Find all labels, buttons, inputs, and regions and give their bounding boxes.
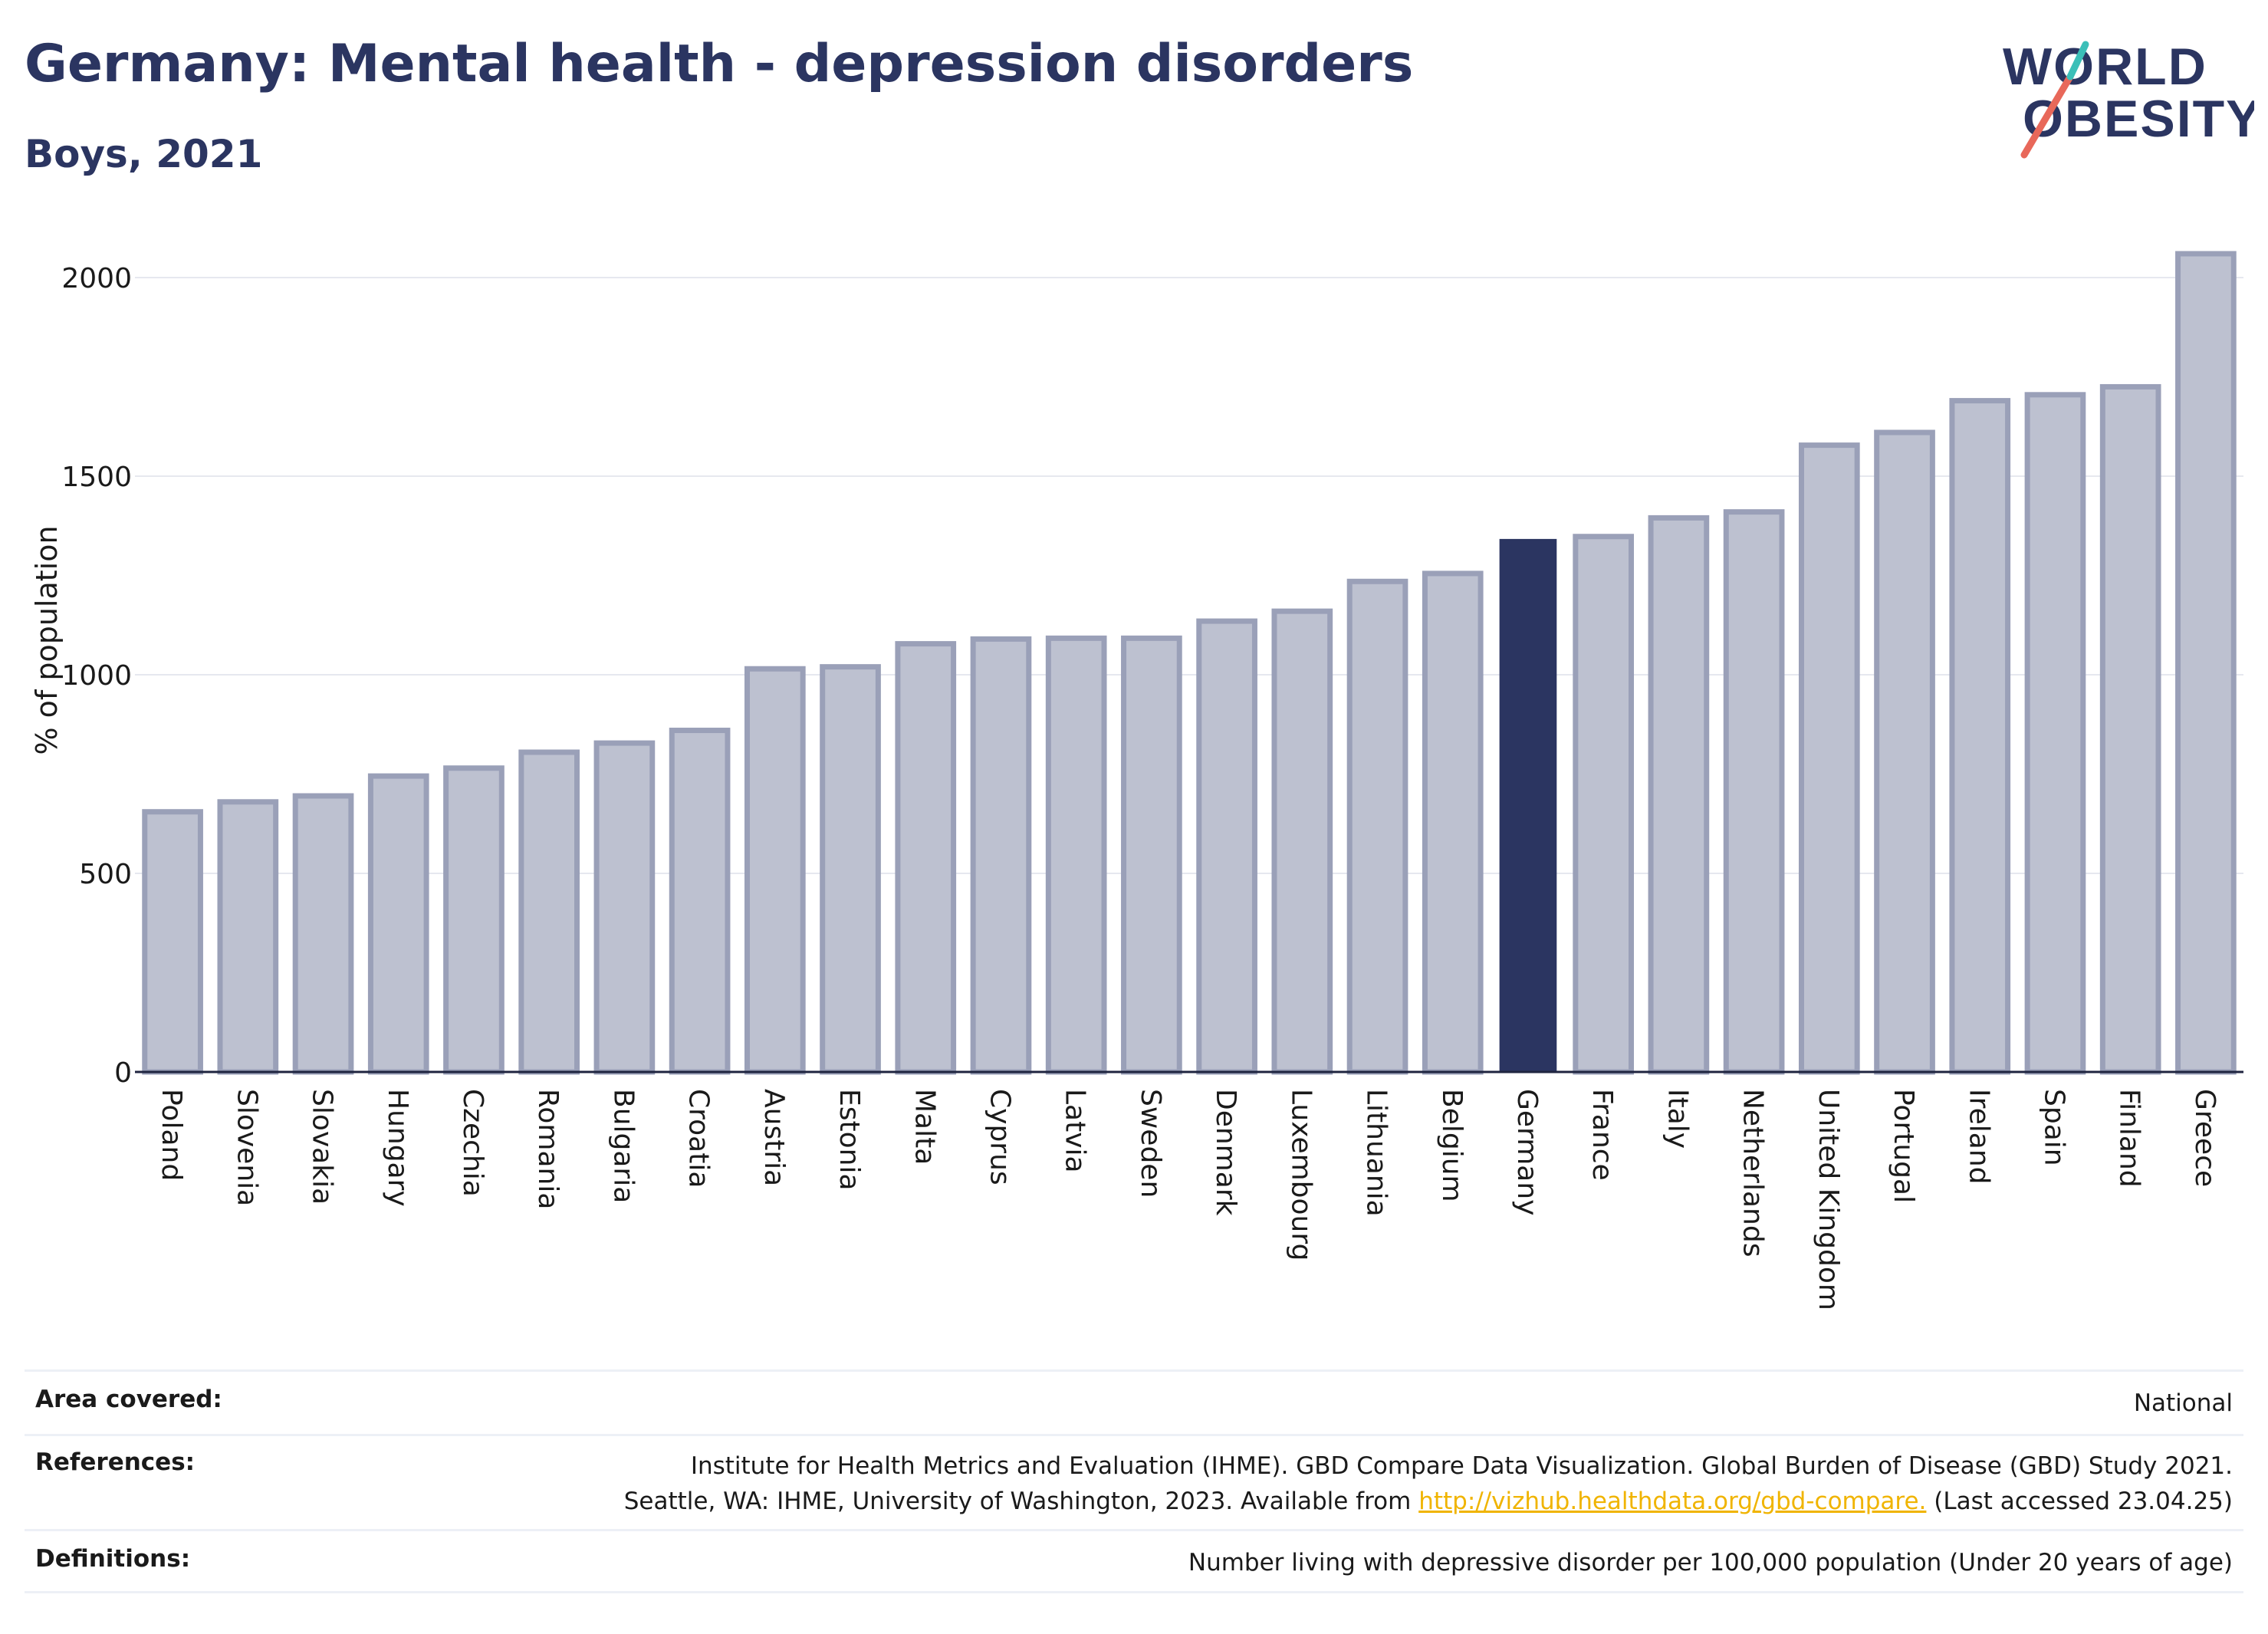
x-tick-label: Slovakia [307,1089,338,1205]
bar-estonia[interactable] [820,664,881,1075]
bars [142,251,2237,1075]
y-tick-label: 1000 [61,660,132,692]
y-tick-label: 2000 [61,263,132,294]
x-tick-label: Croatia [683,1089,715,1188]
info-table: Area covered: National References: Insti… [25,1369,2243,1593]
x-tick-label: Bulgaria [607,1089,639,1203]
x-tick-label: Greece [2189,1089,2220,1187]
x-tick-label: Poland [156,1089,187,1181]
bar-cyprus[interactable] [970,636,1032,1075]
bar-denmark[interactable] [1196,618,1257,1075]
x-tick-label: Finland [2114,1089,2145,1188]
x-tick-label: Denmark [1210,1089,1241,1216]
bar-sweden[interactable] [1121,635,1182,1075]
bar-ireland[interactable] [1949,398,2011,1075]
x-tick-label: Latvia [1060,1089,1091,1173]
x-tick-label: Lithuania [1361,1089,1392,1217]
x-tick-label: Estonia [833,1089,865,1191]
x-tick-label: Belgium [1436,1089,1468,1202]
x-tick-label: Spain [2038,1089,2069,1166]
x-tick-label: Italy [1662,1089,1693,1149]
bar-austria[interactable] [744,666,806,1075]
x-tick-label: Netherlands [1737,1089,1769,1257]
bar-lithuania[interactable] [1346,578,1408,1075]
x-tick-label: United Kingdom [1813,1089,1844,1310]
y-tick-label: 1500 [61,462,132,493]
bar-germany[interactable] [1499,538,1557,1073]
x-tick-label: Portugal [1888,1089,1919,1203]
bar-czechia[interactable] [443,765,505,1075]
world-obesity-logo: WORLD OBESITY [2003,38,2254,159]
x-tick-label: Ireland [1963,1089,1994,1185]
logo-slash-red [2020,73,2074,159]
definitions-value: Number living with depressive disorder p… [1188,1549,2233,1576]
bar-malta[interactable] [895,641,957,1075]
references-link[interactable]: http://vizhub.healthdata.org/gbd-compare… [1418,1488,1927,1515]
bar-spain[interactable] [2024,392,2086,1075]
x-tick-label: Hungary [382,1089,413,1207]
x-tick-label: Cyprus [984,1089,1015,1185]
x-tick-label: Romania [532,1089,564,1209]
bar-luxembourg[interactable] [1271,608,1333,1075]
references-line-2-prefix: Seattle, WA: IHME, University of Washing… [623,1488,1419,1515]
x-tick-label: Malta [909,1089,940,1165]
bar-slovenia[interactable] [217,799,279,1075]
x-tick-label: Austria [758,1089,790,1186]
definitions-label: Definitions: [35,1545,191,1573]
bar-netherlands[interactable] [1723,509,1785,1075]
logo-text-world: WORLD [2003,38,2207,96]
logo-slash-teal [2066,41,2089,81]
bar-romania[interactable] [518,749,580,1075]
y-axis-label: % of population [30,525,64,755]
bar-greece[interactable] [2175,251,2237,1075]
x-tick-label: Germany [1511,1089,1543,1215]
bar-hungary[interactable] [367,773,429,1075]
bar-croatia[interactable] [669,728,731,1075]
references-value: Institute for Health Metrics and Evaluat… [624,1448,2233,1519]
axes: 0 500 1000 1500 2000 Poland Slovenia Slovakia Hu… [61,263,2243,1310]
chart-title: Germany: Mental health - depression diso… [25,34,1414,94]
bar-latvia[interactable] [1045,635,1107,1075]
logo-text-obesity: OBESITY [2023,90,2254,148]
bar-united-kingdom[interactable] [1798,442,1860,1075]
references-line-2-suffix: (Last accessed 23.04.25) [1926,1488,2233,1515]
bar-chart: 0 500 1000 1500 2000 Poland Slovenia Slovakia Hu… [30,251,2243,1310]
x-tick-label: Czechia [457,1089,488,1197]
bar-belgium[interactable] [1422,570,1484,1075]
y-tick-label: 0 [114,1057,132,1089]
x-tick-label: Slovenia [231,1089,262,1206]
references-line-1: Institute for Health Metrics and Evaluat… [690,1452,2233,1480]
y-tick-label: 500 [79,859,132,890]
bar-france[interactable] [1573,534,1635,1075]
bar-poland[interactable] [142,809,203,1075]
bar-slovakia[interactable] [292,793,354,1075]
info-row-references: References: Institute for Health Metrics… [25,1434,2243,1529]
bar-bulgaria[interactable] [593,740,656,1075]
bar-finland[interactable] [2099,383,2161,1075]
x-tick-label: Luxembourg [1285,1089,1316,1261]
chart-subtitle: Boys, 2021 [25,132,263,176]
area-covered-value: National [2133,1389,2233,1417]
info-row-definitions: Definitions: Number living with depressi… [25,1529,2243,1593]
area-covered-label: Area covered: [35,1386,222,1413]
bar-portugal[interactable] [1874,429,1935,1075]
bar-italy[interactable] [1648,515,1710,1075]
x-tick-label: France [1586,1089,1618,1181]
x-tick-label: Sweden [1135,1089,1166,1198]
references-label: References: [35,1448,196,1476]
info-row-area: Area covered: National [25,1369,2243,1434]
